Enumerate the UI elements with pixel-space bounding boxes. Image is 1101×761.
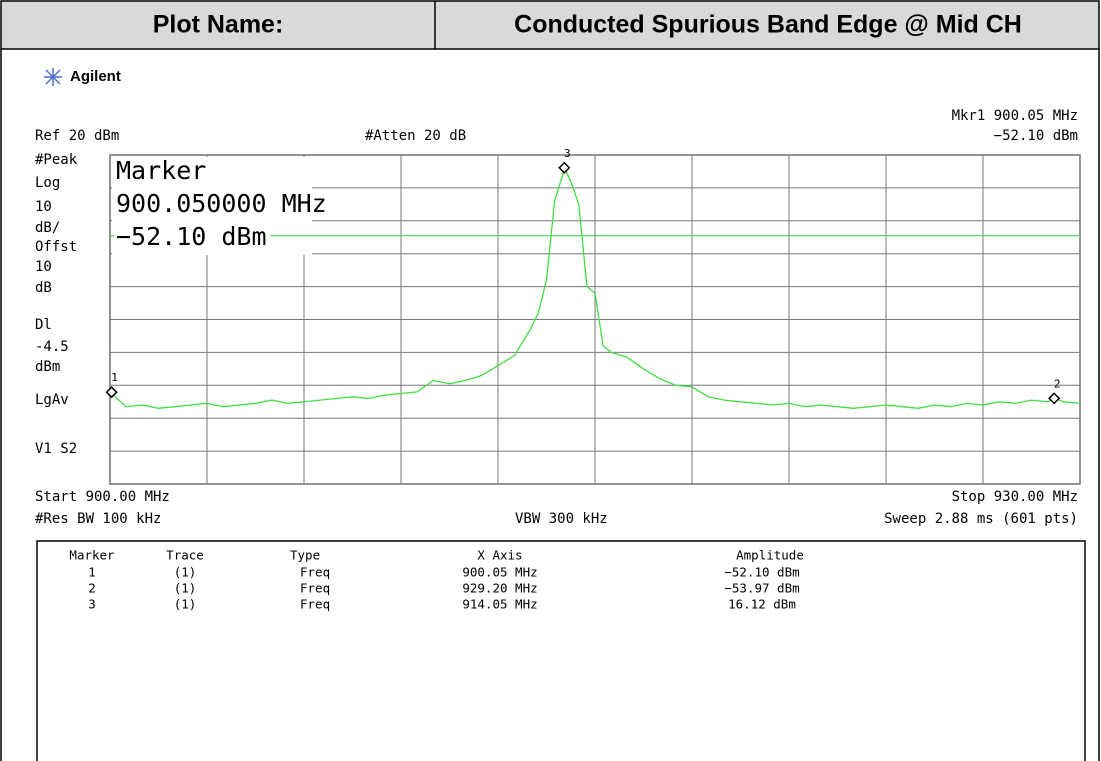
table-header: Marker — [69, 548, 115, 563]
marker-box-text: −52.10 dBm — [116, 222, 267, 251]
table-cell: 3 — [88, 597, 96, 612]
left-label: Log — [35, 175, 60, 191]
left-label: dBm — [35, 359, 60, 375]
table-header: Trace — [166, 548, 204, 563]
marker-box-text: Marker — [116, 156, 206, 185]
table-cell: Freq — [300, 597, 330, 612]
marker-label: 1 — [111, 371, 118, 384]
left-label: 10 — [35, 259, 52, 275]
marker-label: 3 — [564, 147, 571, 160]
table-cell: Freq — [300, 581, 330, 596]
table-header: Type — [290, 548, 320, 563]
trace — [109, 165, 1081, 409]
table-cell: (1) — [174, 565, 197, 580]
table-cell: 929.20 MHz — [462, 581, 537, 596]
marker-box-text: 900.050000 MHz — [116, 189, 327, 218]
left-label: 10 — [35, 199, 52, 215]
marker-label: 2 — [1054, 377, 1061, 390]
left-label: Offst — [35, 239, 77, 255]
table-cell: 900.05 MHz — [462, 565, 537, 580]
left-label: V1 S2 — [35, 441, 77, 457]
attenuation: #Atten 20 dB — [365, 128, 466, 144]
header-bar — [0, 0, 1100, 50]
start-freq: Start 900.00 MHz — [35, 489, 170, 505]
marker-diamond — [558, 161, 571, 174]
table-header: Amplitude — [736, 548, 804, 563]
ref-level: Ref 20 dBm — [35, 128, 119, 144]
marker-diamond — [105, 386, 118, 399]
table-cell: 16.12 dBm — [728, 597, 796, 612]
left-label: LgAv — [35, 392, 69, 408]
table-cell: 1 — [88, 565, 96, 580]
left-label: dB — [35, 280, 52, 296]
marker-readout: Mkr1 900.05 MHz — [952, 108, 1078, 124]
agilent-logo — [44, 68, 62, 86]
marker-diamond — [1048, 392, 1061, 405]
vbw: VBW 300 kHz — [515, 511, 608, 527]
table-cell: 914.05 MHz — [462, 597, 537, 612]
brand: Agilent — [70, 68, 121, 85]
table-cell: (1) — [174, 597, 197, 612]
left-label: #Peak — [35, 152, 78, 168]
table-header: X Axis — [477, 548, 522, 563]
header-title: Conducted Spurious Band Edge @ Mid CH — [514, 11, 1022, 39]
sweep: Sweep 2.88 ms (601 pts) — [884, 511, 1078, 527]
table-cell: 2 — [88, 581, 96, 596]
table-cell: −53.97 dBm — [724, 581, 799, 596]
table-cell: −52.10 dBm — [724, 565, 799, 580]
table-cell: Freq — [300, 565, 330, 580]
marker-box-text-bg — [114, 157, 211, 187]
marker-box-text-bg — [114, 223, 271, 253]
display-line-label: -4.5 — [35, 339, 69, 355]
marker-amplitude: −52.10 dBm — [994, 128, 1078, 144]
marker-box-text-bg — [114, 190, 331, 220]
left-label: dB/ — [35, 220, 60, 236]
rbw: #Res BW 100 kHz — [35, 511, 161, 527]
table-cell: (1) — [174, 581, 197, 596]
stop-freq: Stop 930.00 MHz — [952, 489, 1078, 505]
marker-table-box — [36, 540, 1086, 761]
header-label: Plot Name: — [153, 11, 284, 39]
left-label: Dl — [35, 317, 52, 333]
